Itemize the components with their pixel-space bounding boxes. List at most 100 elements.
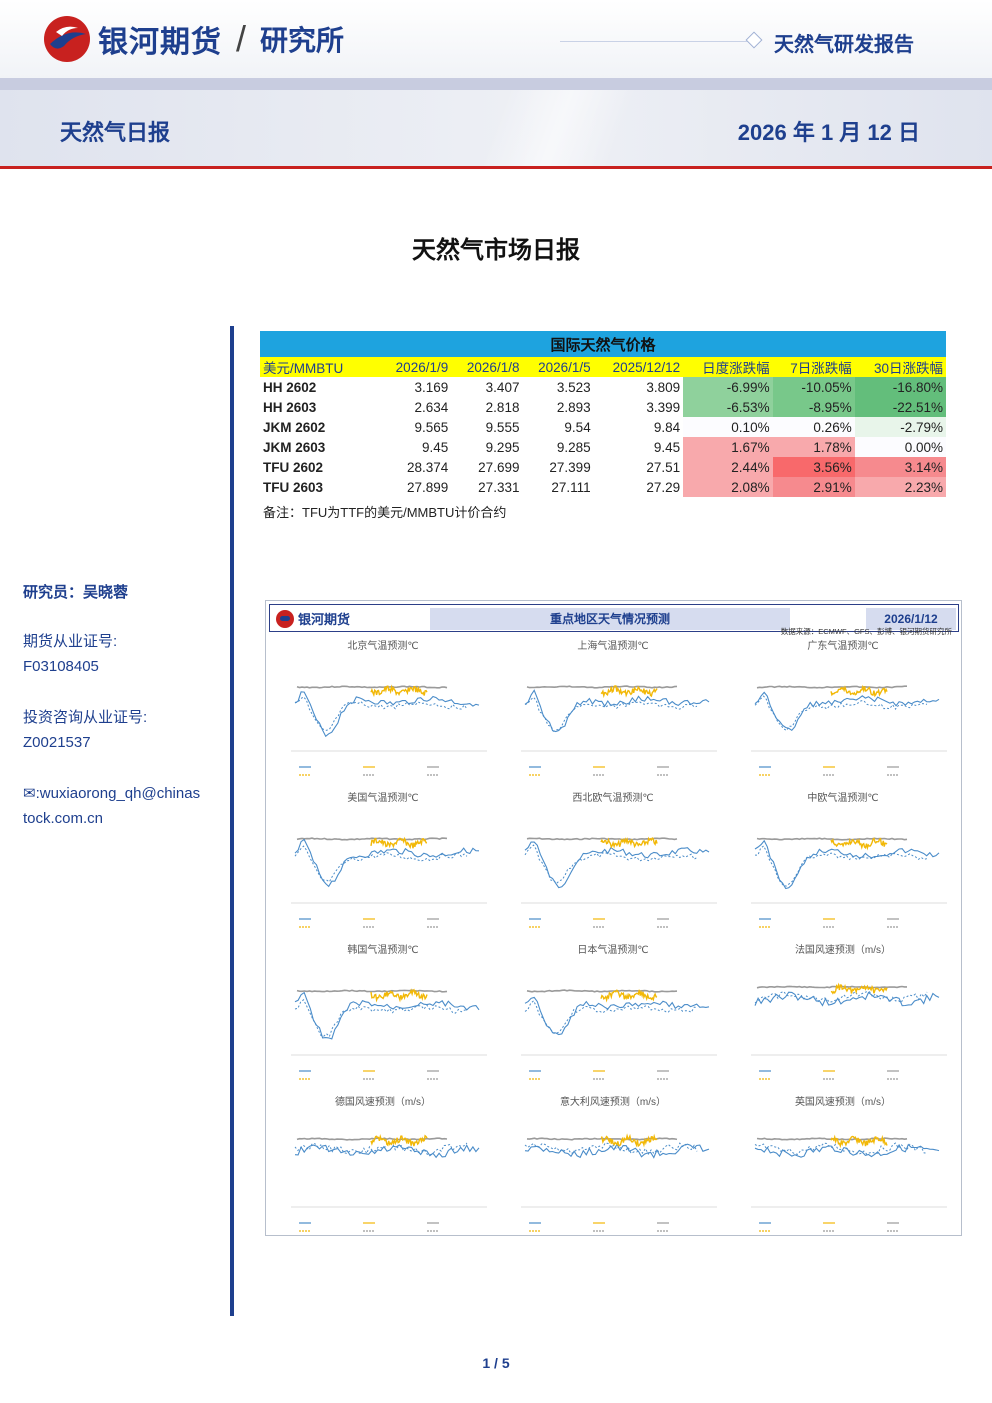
gfs-line bbox=[370, 836, 428, 850]
forecast-chart: 德国风速预测（m/s） bbox=[269, 1091, 497, 1239]
col-header: 2026/1/9 bbox=[380, 357, 452, 377]
gfs-line bbox=[370, 1133, 428, 1147]
monthly-change-cell: 3.14% bbox=[854, 457, 946, 477]
chart-title: 法国风速预测（m/s） bbox=[794, 945, 892, 956]
chart-title: 韩国气温预测℃ bbox=[347, 945, 419, 956]
daily-change-cell: 0.10% bbox=[683, 417, 773, 437]
ecmwf-prev-line bbox=[524, 844, 698, 885]
consult-label: 投资咨询从业证号: bbox=[23, 709, 148, 726]
price-cell: 3.399 bbox=[646, 399, 681, 415]
price-cell: 27.899 bbox=[406, 479, 449, 495]
chart-plot bbox=[291, 684, 487, 776]
report-date: 2026 年 1 月 12 日 bbox=[737, 120, 920, 145]
price-cell: 27.699 bbox=[478, 459, 520, 475]
table-row: TFU 2603 27.899 27.331 27.111 27.29 2.08% 2.91… bbox=[260, 477, 946, 497]
table-header-row: 美元/MMBTU 2026/1/9 2026/1/8 2026/1/5 2025… bbox=[260, 357, 946, 377]
avg-line bbox=[296, 837, 448, 841]
chart-plot bbox=[521, 685, 717, 776]
daily-change-cell: -6.53% bbox=[683, 397, 773, 417]
weekly-change-cell: 2.91% bbox=[772, 477, 855, 497]
company-logo: 银河期货 / 研究所 bbox=[42, 14, 344, 64]
sidebar: 研究员：吴晓蓉 期货从业证号: F03108405 投资咨询从业证号: Z002… bbox=[23, 580, 223, 857]
gfs-line bbox=[370, 988, 428, 1003]
ecmwf-prev-line bbox=[524, 1142, 698, 1155]
col-header: 美元/MMBTU bbox=[260, 357, 380, 377]
avg-line bbox=[756, 985, 907, 989]
ecmwf-line bbox=[524, 841, 710, 889]
col-header: 2025/12/12 bbox=[593, 357, 684, 377]
col-header: 2026/1/5 bbox=[522, 357, 594, 377]
price-cell: 3.523 bbox=[556, 379, 591, 395]
forecast-chart: 英国风速预测（m/s） bbox=[729, 1091, 957, 1239]
gfs-line bbox=[600, 1133, 658, 1148]
title-band bbox=[0, 90, 992, 166]
ecmwf-prev-line bbox=[754, 990, 928, 1004]
monthly-change-cell: -22.51% bbox=[854, 397, 946, 417]
ecmwf-line bbox=[754, 839, 940, 890]
logo-divider: / bbox=[236, 18, 247, 59]
price-cell: 27.51 bbox=[646, 459, 681, 475]
chart-plot bbox=[751, 684, 947, 776]
daily-change-cell: 2.44% bbox=[683, 457, 773, 477]
forecast-chart: 上海气温预测℃ bbox=[499, 635, 727, 783]
institute-name: 研究所 bbox=[260, 25, 345, 56]
contact-email[interactable]: ✉:wuxiaorong_qh@chinas tock.com.cn bbox=[23, 781, 223, 831]
price-cell: 3.407 bbox=[485, 379, 520, 395]
ecmwf-prev-line bbox=[294, 999, 468, 1038]
avg-line bbox=[756, 685, 907, 689]
license-label: 期货从业证号: bbox=[23, 633, 118, 650]
daily-change-cell: 2.08% bbox=[683, 477, 773, 497]
panel-logo-text: 银河期货 bbox=[298, 612, 351, 627]
chart-plot bbox=[291, 1133, 487, 1232]
price-cell: 2.893 bbox=[556, 399, 591, 415]
gfs-line bbox=[600, 989, 658, 1003]
forecast-chart: 日本气温预测℃ bbox=[499, 939, 727, 1087]
price-cell: 9.555 bbox=[485, 419, 520, 435]
ecmwf-line bbox=[524, 689, 710, 733]
price-cell: 9.84 bbox=[653, 419, 681, 435]
chart-title: 中欧气温预测℃ bbox=[807, 793, 879, 804]
consult-value: Z0021537 bbox=[23, 734, 91, 751]
chart-title: 西北欧气温预测℃ bbox=[572, 793, 654, 804]
weekly-change-cell: -8.95% bbox=[772, 397, 855, 417]
email-line-1[interactable]: ✉:wuxiaorong_qh@chinas bbox=[23, 785, 201, 802]
panel-logo: 银河期货 bbox=[276, 609, 350, 628]
chart-title: 上海气温预测℃ bbox=[577, 641, 649, 652]
daily-change-cell: 1.67% bbox=[683, 437, 773, 457]
ecmwf-prev-line bbox=[754, 695, 928, 732]
license-value: F03108405 bbox=[23, 658, 99, 675]
col-header: 日度涨跌幅 bbox=[683, 357, 773, 377]
chart-title: 美国气温预测℃ bbox=[347, 793, 419, 804]
weekly-change-cell: -10.05% bbox=[772, 377, 855, 397]
table-row: TFU 2602 28.374 27.699 27.399 27.51 2.44% 3.56… bbox=[260, 457, 946, 477]
row-name: TFU 2603 bbox=[263, 479, 324, 495]
price-cell: 2.634 bbox=[414, 399, 449, 415]
price-cell: 9.45 bbox=[421, 439, 449, 455]
price-cell: 27.111 bbox=[551, 479, 591, 495]
ecmwf-prev-line bbox=[754, 1142, 928, 1155]
weather-forecast-panel: 银河期货 重点地区天气情况预测 2026/1/12 数据来源：ECMWF、GFS… bbox=[265, 600, 962, 1236]
forecast-chart: 美国气温预测℃ bbox=[269, 787, 497, 935]
header-rule bbox=[560, 41, 750, 42]
monthly-change-cell: 2.23% bbox=[854, 477, 946, 497]
monthly-change-cell: 0.00% bbox=[854, 437, 946, 457]
price-cell: 27.399 bbox=[549, 459, 591, 475]
ecmwf-prev-line bbox=[294, 845, 468, 883]
gfs-line bbox=[600, 836, 658, 849]
chart-plot bbox=[291, 988, 487, 1080]
row-name: TFU 2602 bbox=[263, 459, 324, 475]
forecast-chart: 西北欧气温预测℃ bbox=[499, 787, 727, 935]
top-header: 银河期货 / 研究所 天然气研发报告 bbox=[0, 0, 992, 78]
price-cell: 9.565 bbox=[414, 419, 449, 435]
company-name: 银河期货 bbox=[98, 26, 222, 59]
avg-line bbox=[296, 989, 448, 993]
chart-plot bbox=[521, 1133, 717, 1232]
gas-price-table: 国际天然气价格 美元/MMBTU 2026/1/9 2026/1/8 2026/… bbox=[260, 331, 946, 497]
ecmwf-prev-line bbox=[294, 696, 468, 731]
col-header: 30日涨跌幅 bbox=[854, 357, 946, 377]
email-line-2[interactable]: tock.com.cn bbox=[23, 810, 104, 827]
col-header: 7日涨跌幅 bbox=[772, 357, 855, 377]
price-cell: 27.29 bbox=[646, 479, 681, 495]
row-name: HH 2603 bbox=[263, 399, 317, 415]
ecmwf-line bbox=[754, 1143, 940, 1158]
